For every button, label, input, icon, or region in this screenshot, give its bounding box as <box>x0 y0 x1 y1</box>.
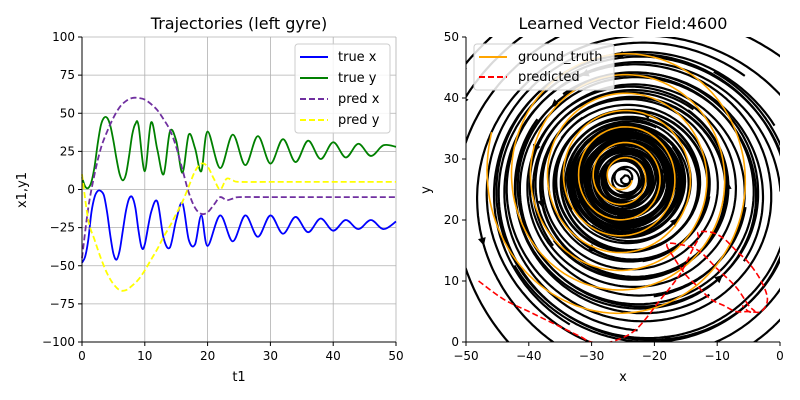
stream-arrow <box>614 130 624 139</box>
right-x-tick-label: −40 <box>516 349 541 363</box>
streamline <box>541 95 728 281</box>
stream-arrow <box>616 210 626 219</box>
streamline <box>485 41 762 342</box>
right-y-tick-label: 50 <box>444 30 459 44</box>
left-y-tick-label: −75 <box>50 297 75 311</box>
left-legend-frame <box>294 43 391 134</box>
left-x-axis-label: t1 <box>232 370 245 385</box>
series-line-ground_truth <box>486 52 747 315</box>
right-x-tick-label: 0 <box>776 349 784 363</box>
left-x-tick-label: 0 <box>78 349 86 363</box>
legend-label-ground_truth: ground_truth <box>518 50 603 65</box>
stream-arrow <box>615 51 624 59</box>
right-x-tick-label: −30 <box>579 349 604 363</box>
right-x-tick-label: −50 <box>453 349 478 363</box>
left-x-tick-label: 40 <box>326 349 341 363</box>
left-trajectories-chart: Trajectories (left gyre) 0 10 20 30 40 50 −100… <box>15 14 404 385</box>
left-y-tick-label: 100 <box>52 30 75 44</box>
right-y-tick-label: 40 <box>444 91 459 105</box>
stream-arrow <box>537 199 546 209</box>
legend-label-true-y: true y <box>338 71 377 86</box>
stream-arrow <box>723 180 732 189</box>
stream-arrow <box>573 198 581 208</box>
left-y-tick-label: −25 <box>50 221 75 235</box>
series-line-true-x <box>81 189 397 264</box>
stream-arrow <box>466 98 469 102</box>
right-x-tick-label: −10 <box>705 349 730 363</box>
right-y-tick-label: 10 <box>444 274 459 288</box>
streamline <box>495 50 776 340</box>
series-line-predicted <box>478 230 769 342</box>
legend-label-pred-x: pred x <box>338 92 380 107</box>
right-vector-field-chart: Learned Vector Field:4600 −50 −40 −30 −20 −1… <box>419 13 800 385</box>
series-line-true-y <box>81 115 397 190</box>
right-y-tick-label: 0 <box>451 335 459 349</box>
left-y-tick-label: 0 <box>67 183 75 197</box>
streamline <box>575 128 684 238</box>
left-x-tick-label: 50 <box>388 349 403 363</box>
stream-arrow <box>587 244 597 252</box>
right-y-axis-label: y <box>419 186 434 194</box>
stream-arrow <box>478 237 486 246</box>
left-x-tick-label: 10 <box>137 349 152 363</box>
left-y-axis-label: x1,y1 <box>15 172 30 208</box>
streamline <box>484 37 493 44</box>
left-y-tick-label: 50 <box>60 106 75 120</box>
right-legend-frame <box>473 43 615 91</box>
stream-arrow <box>621 206 630 215</box>
left-y-tick-label: −50 <box>50 259 75 273</box>
right-tick-labels: −50 −40 −30 −20 −10 0 0 10 20 30 40 50 <box>444 30 784 363</box>
series-line-pred-x <box>81 96 396 259</box>
streamline <box>561 115 700 245</box>
stream-arrow <box>785 304 793 313</box>
right-trajectories <box>478 52 769 342</box>
streamline <box>516 71 765 306</box>
streamline <box>571 124 679 233</box>
left-y-tick-label: 25 <box>60 144 75 158</box>
streamline <box>786 352 800 367</box>
left-series-lines <box>81 96 397 292</box>
right-y-tick-label: 30 <box>444 152 459 166</box>
left-legend: true x true y pred x pred y <box>294 43 391 134</box>
stream-arrow <box>786 266 793 275</box>
right-axes <box>465 37 780 343</box>
right-y-tick-label: 20 <box>444 213 459 227</box>
streamline <box>471 13 490 30</box>
streamline <box>547 109 709 263</box>
left-y-tick-label: 75 <box>60 68 75 82</box>
streamline <box>760 287 780 313</box>
left-x-tick-label: 30 <box>263 349 278 363</box>
right-chart-title: Learned Vector Field:4600 <box>519 14 728 33</box>
legend-label-predicted: predicted <box>518 70 580 85</box>
streamline <box>466 69 514 342</box>
left-chart-title: Trajectories (left gyre) <box>150 14 327 33</box>
left-x-tick-label: 20 <box>200 349 215 363</box>
right-legend: ground_truth predicted <box>473 43 615 91</box>
stream-arrow <box>714 275 723 284</box>
stream-arrow <box>664 335 673 342</box>
legend-label-true-x: true x <box>338 50 377 65</box>
right-x-tick-label: −20 <box>642 349 667 363</box>
streamline <box>528 83 746 298</box>
streamline <box>789 322 800 338</box>
right-x-axis-label: x <box>619 370 627 385</box>
left-tick-labels: 0 10 20 30 40 50 −100 −75 −50 −25 0 25 50 75 100 <box>42 30 404 363</box>
streamline <box>511 37 780 71</box>
streamline <box>752 324 776 342</box>
legend-label-pred-y: pred y <box>338 113 380 128</box>
left-y-tick-label: −100 <box>42 335 75 349</box>
